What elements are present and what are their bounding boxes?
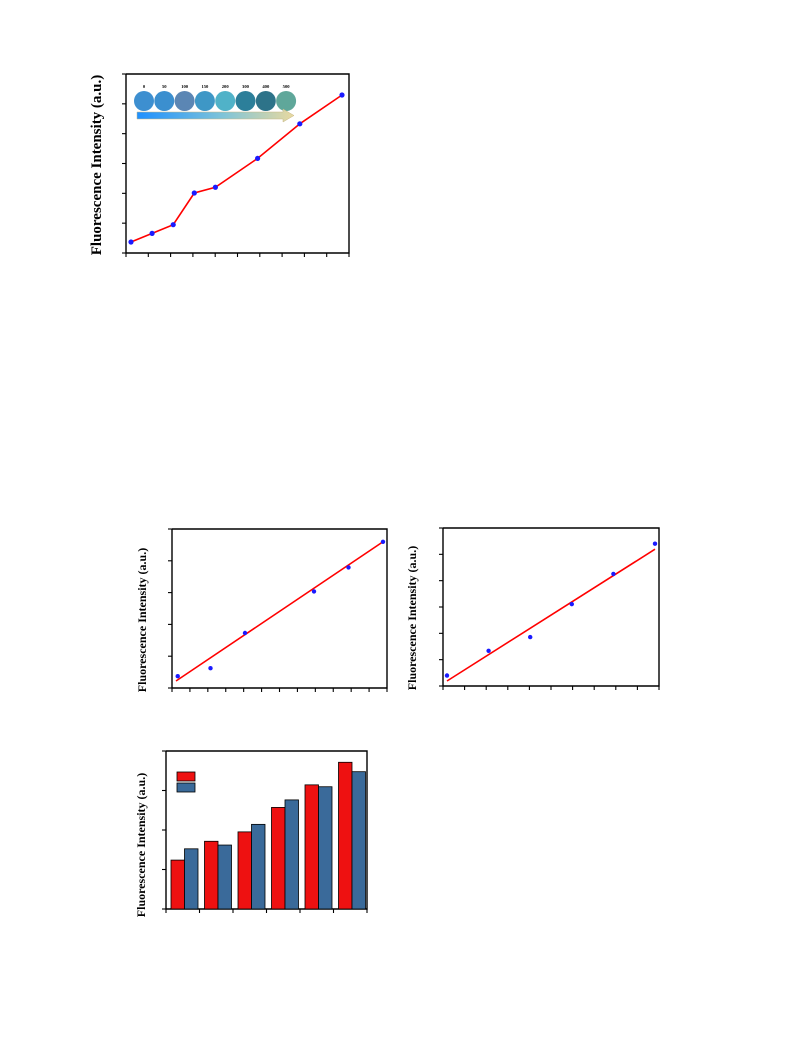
legend-swatch-blue: [176, 782, 196, 793]
panel-c-point: [611, 571, 616, 577]
panel-d-bar-blue: [351, 771, 366, 910]
inset-spot: [174, 91, 195, 111]
panel-d-bar-blue: [184, 848, 199, 910]
inset-spot-label: 300: [242, 84, 250, 89]
inset-spot: [194, 91, 215, 111]
panel-d-bars: [170, 761, 366, 910]
inset-spot-label: 50: [162, 84, 167, 89]
panel-a: Fluorescence Intensity (a.u.) 0 50 100 150 2…: [89, 73, 350, 257]
panel-b-axes: [171, 528, 388, 689]
panel-a-point: [128, 239, 134, 245]
inset-spot: [276, 91, 297, 111]
panel-c-ylabel: Fluorescence Intensity (a.u.): [405, 546, 419, 690]
panel-d-ylabel: Fluorescence Intensity (a.u.): [134, 773, 148, 917]
panel-b: Fluorescence Intensity (a.u.): [135, 528, 388, 692]
panel-b-point: [175, 674, 180, 679]
panel-c: Fluorescence Intensity (a.u.): [405, 527, 660, 690]
panel-c-point: [569, 601, 574, 607]
panel-b-points: [175, 539, 386, 679]
panel-c-point: [486, 648, 491, 653]
panel-b-point: [380, 539, 386, 544]
panel-a-point: [149, 230, 155, 236]
panel-c-ticks: [439, 527, 660, 690]
panel-c-fit-line: [446, 548, 656, 682]
inset-spot-label: 500: [283, 84, 291, 89]
inset-spot: [134, 91, 154, 111]
inset-spot-label: 100: [181, 84, 189, 89]
panel-b-point: [346, 565, 351, 570]
panel-c-point: [652, 541, 658, 546]
panel-d-bar-red: [271, 807, 286, 910]
panel-a-point: [170, 222, 176, 228]
panel-d-bar-red: [170, 859, 185, 910]
inset-spot: [235, 91, 256, 111]
panel-d-bar-red: [204, 840, 219, 910]
panel-b-ticks: [168, 528, 388, 692]
inset-spot: [154, 91, 175, 111]
panel-d-bar-blue: [284, 799, 299, 910]
panel-c-point: [444, 673, 450, 678]
panel-a-point: [297, 121, 303, 127]
panel-d-bar-red: [237, 831, 252, 910]
panel-b-ylabel: Fluorescence Intensity (a.u.): [135, 548, 149, 692]
inset-spot: [215, 91, 236, 111]
inset-spot-label: 150: [201, 84, 209, 89]
panel-c-points: [444, 541, 658, 678]
panel-d-bar-blue: [318, 786, 333, 910]
panel-d: Fluorescence Intensity (a.u.): [134, 750, 368, 917]
inset-spot-label: 400: [262, 84, 270, 89]
panel-a-ticks: [122, 73, 350, 257]
panel-a-ylabel: Fluorescence Intensity (a.u.): [89, 75, 105, 256]
panel-d-bar-blue: [251, 823, 266, 910]
inset-spot-label: 0: [143, 84, 146, 89]
panel-a-point: [212, 184, 218, 190]
panel-c-point: [528, 634, 533, 640]
panel-a-point: [191, 190, 197, 196]
panel-d-legend: [176, 771, 196, 793]
panel-d-bar-blue: [217, 844, 232, 910]
panel-a-series-line: [130, 94, 343, 243]
panel-b-point: [242, 630, 248, 636]
panel-a-point: [339, 92, 345, 98]
panel-b-point: [311, 589, 317, 594]
panel-a-point: [255, 155, 261, 162]
panel-a-inset: 0 50 100 150 200 300 400 500: [134, 84, 297, 123]
panel-b-point: [208, 666, 213, 671]
inset-spot: [255, 91, 276, 111]
legend-swatch-red: [176, 771, 196, 782]
inset-spot-label: 200: [222, 84, 230, 89]
panel-d-bar-red: [338, 761, 353, 910]
panel-b-fit-line: [175, 541, 384, 682]
panel-a-points: [128, 92, 345, 245]
panel-d-bar-red: [304, 784, 319, 910]
concentration-arrow: [136, 108, 295, 123]
panel-d-ticks: [162, 750, 368, 913]
